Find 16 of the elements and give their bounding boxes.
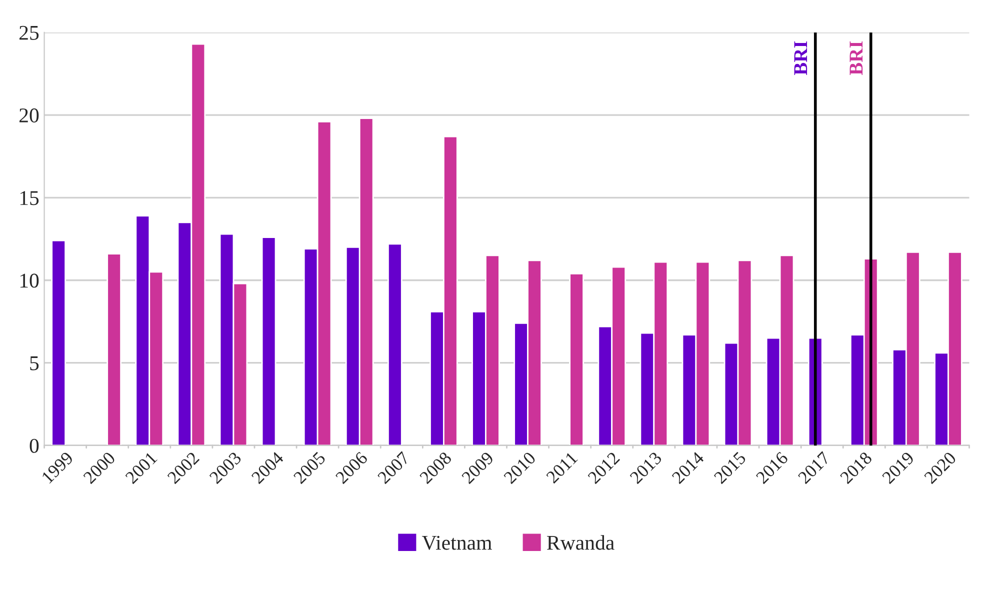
- legend-label: Vietnam: [422, 536, 492, 550]
- y-tick-label: 10: [20, 274, 39, 288]
- bar: [106, 253, 122, 446]
- ref-line-label: BRI: [850, 41, 863, 75]
- y-tick-label: 25: [20, 26, 39, 40]
- y-tick-label: 15: [20, 191, 39, 206]
- bar: [569, 272, 584, 446]
- y-tick-label: 0: [30, 438, 39, 453]
- bar: [261, 236, 276, 446]
- bar: [51, 240, 66, 446]
- legend-label: Rwanda: [547, 535, 614, 550]
- y-tick-label: 20: [20, 108, 39, 122]
- bar: [388, 243, 402, 446]
- y-tick-label: 5: [30, 356, 39, 370]
- x-tick-label: 2011: [546, 451, 578, 484]
- ref-line-label: BRI: [794, 41, 808, 75]
